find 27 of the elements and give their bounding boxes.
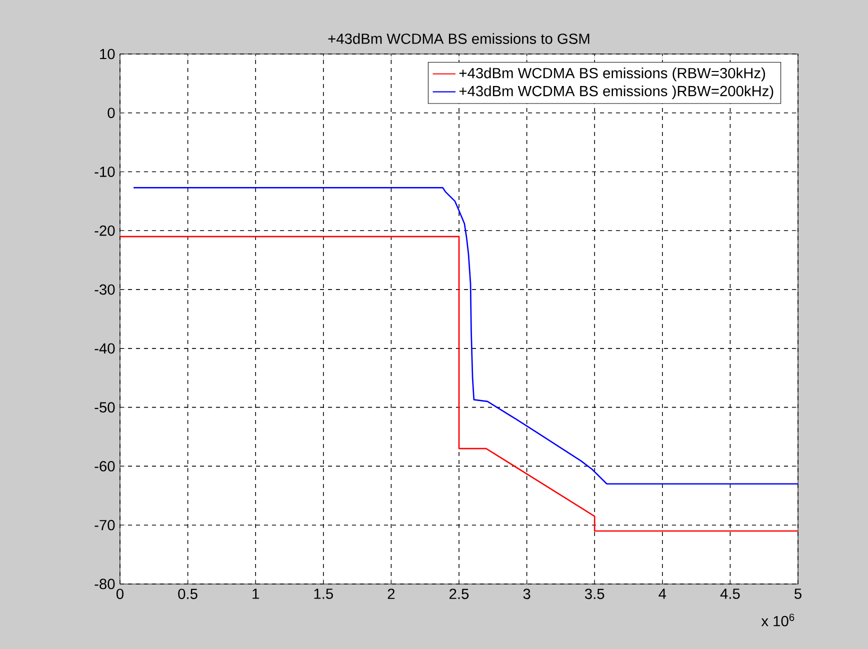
y-tick-label: -30 <box>94 284 115 295</box>
line-series <box>120 236 798 532</box>
y-tick-label: 10 <box>100 48 115 60</box>
y-tick-label: -80 <box>94 578 115 590</box>
chart-title: +43dBm WCDMA BS emissions to GSM <box>328 33 590 44</box>
x-tick-label: 0.5 <box>178 588 198 600</box>
x-tick-label: 1 <box>252 588 259 599</box>
x-tick-label: 3 <box>523 588 530 600</box>
y-tick-label: -60 <box>94 461 115 472</box>
x-tick-label: 4 <box>658 588 666 599</box>
y-tick-label: 0 <box>108 108 115 118</box>
x-tick-label: 0 <box>116 588 124 600</box>
legend-label: +43dBm WCDMA BS emissions )RBW=200kHz) <box>459 86 774 100</box>
x-tick-label: 1.5 <box>314 588 333 599</box>
y-tick-label: -40 <box>94 343 115 354</box>
y-tick-label: -70 <box>94 520 115 530</box>
line-series <box>132 186 798 485</box>
text: x 10$^{6}$ <box>761 614 794 626</box>
x-tick-label: 2 <box>388 588 395 599</box>
x-tick-label: 2.5 <box>450 588 469 600</box>
legend-label: +43dBm WCDMA BS emissions (RBW=30kHz) <box>459 68 766 82</box>
x-tick-label: 3.5 <box>584 588 604 600</box>
y-tick-label: -50 <box>94 402 115 413</box>
y-tick-label: -10 <box>94 166 115 177</box>
x-tick-label: 4.5 <box>720 588 740 599</box>
y-tick-label: -20 <box>94 225 115 236</box>
x-tick-label: 5 <box>794 588 802 599</box>
